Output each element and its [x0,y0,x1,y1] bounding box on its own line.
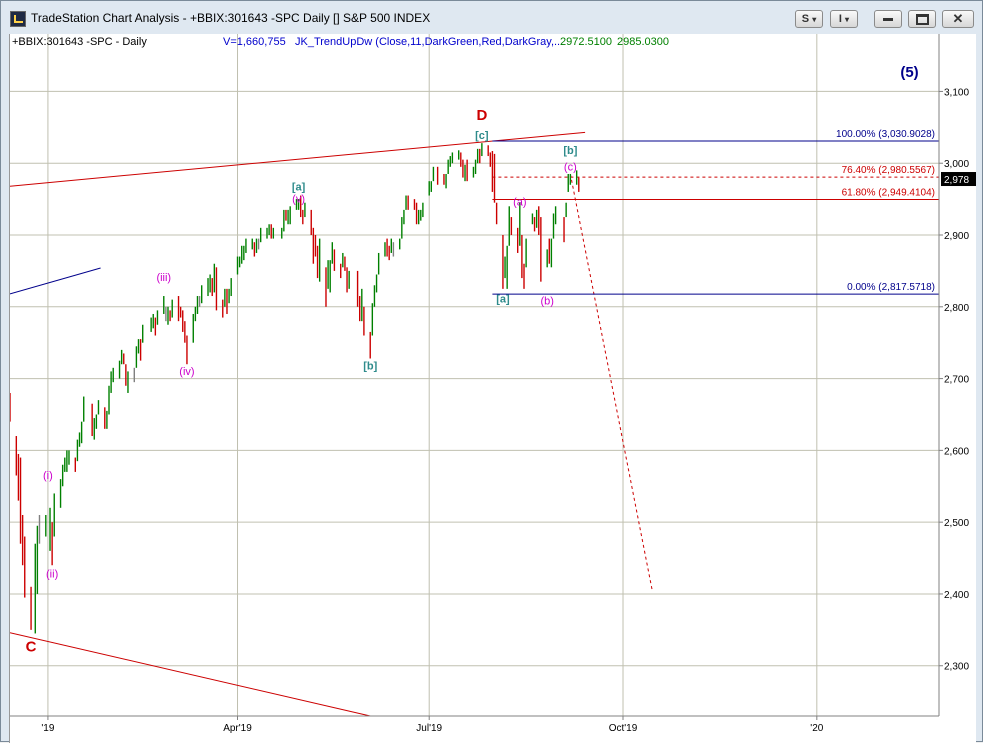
y-tick-label: 2,600 [944,446,969,457]
chevron-down-icon: ▾ [812,15,817,24]
title-bar[interactable]: TradeStation Chart Analysis - +BBIX:3016… [1,1,982,34]
minimize-icon [883,17,893,21]
indicator-value-1: 2972.5100 [560,36,612,48]
fib-level-label: 76.40% (2,980.5567) [842,165,935,176]
symbol-label: +BBIX:301643 -SPC - Daily [12,36,147,48]
chart-area[interactable]: 100.00% (3,030.9028) 76.40% (2,980.5567) 6… [9,34,976,743]
wave-label: (ii) [46,568,58,580]
x-tick-label: '19 [41,723,54,734]
wave-label: (iii) [156,272,171,284]
i-menu-label: I [838,13,842,25]
y-tick-label: 2,300 [944,662,969,673]
wave-label: (c) [564,161,577,173]
price-axis [939,34,976,743]
trendline [10,267,101,295]
fib-level-label: 61.80% (2,949.4104) [842,188,935,199]
tradestation-app-icon [10,11,26,27]
close-button[interactable]: ✕ [942,10,974,28]
wave-label: (5) [900,64,918,81]
wave-label: [b] [563,145,577,157]
x-tick-label: Apr'19 [223,723,252,734]
y-tick-label: 2,400 [944,590,969,601]
s-menu-label: S [801,13,810,25]
wave-label: D [476,107,487,124]
wave-label: [c] [475,130,489,142]
price-chart[interactable]: 100.00% (3,030.9028) 76.40% (2,980.5567) 6… [10,34,976,743]
last-price-label: 2,978 [944,175,969,186]
chevron-down-icon: ▾ [845,15,850,24]
restore-icon [915,13,929,25]
wave-label: (i) [43,470,53,482]
indicator-label: JK_TrendUpDw (Close,11,DarkGreen,Red,Dar… [295,36,564,48]
trendline [569,173,653,592]
i-menu-button[interactable]: I ▾ [830,10,858,28]
last-price-box [941,172,976,187]
y-tick-label: 3,100 [944,87,969,98]
restore-button[interactable] [908,10,936,28]
wave-label: (a) [513,197,526,209]
x-tick-label: Oct'19 [609,723,638,734]
close-icon: ✕ [952,11,964,26]
wave-label: (iv) [179,366,194,378]
indicator-value-2: 2985.0300 [617,36,669,48]
wave-label: [a] [496,293,510,305]
wave-label: (b) [540,296,553,308]
x-tick-label: '20 [810,723,823,734]
wave-label: [b] [363,360,377,372]
fib-level-label: 100.00% (3,030.9028) [836,129,935,140]
x-tick-label: Jul'19 [416,723,442,734]
fib-level-label: 0.00% (2,817.5718) [847,282,935,293]
y-tick-label: 3,000 [944,159,969,170]
y-tick-label: 2,800 [944,303,969,314]
window-title: TradeStation Chart Analysis - +BBIX:3016… [31,11,431,25]
y-tick-label: 2,700 [944,375,969,386]
trendline [10,131,586,187]
wave-label: C [26,638,37,655]
trendline [10,632,371,717]
plot-background [10,34,939,716]
wave-label: (v) [292,194,305,206]
volume-readout: V=1,660,755 [223,36,286,48]
s-menu-button[interactable]: S ▾ [795,10,823,28]
wave-label: [a] [292,182,306,194]
y-tick-label: 2,900 [944,231,969,242]
y-tick-label: 2,500 [944,518,969,529]
minimize-button[interactable] [874,10,902,28]
